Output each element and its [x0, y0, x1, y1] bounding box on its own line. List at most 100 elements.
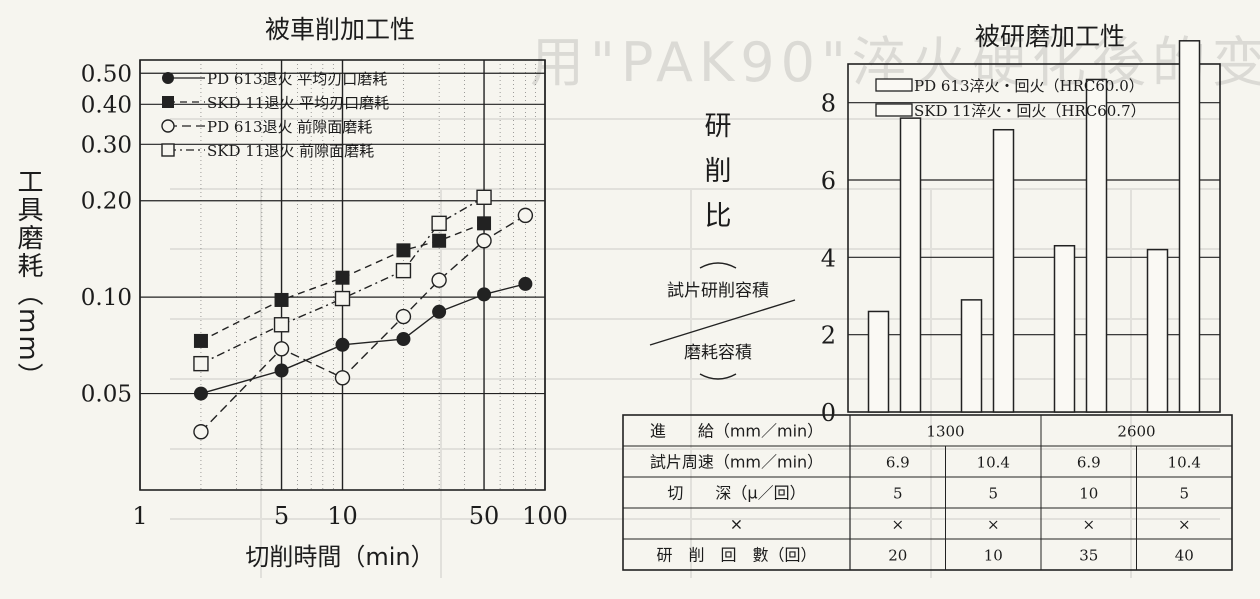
table-cell: 6.9: [1077, 454, 1101, 472]
legend-label: PD 613淬火・回火（HRC60.0）: [914, 77, 1144, 95]
ylabel-char: 研: [705, 111, 732, 142]
legend-marker: [161, 143, 175, 157]
legend-swatch: [875, 78, 913, 92]
bar: [867, 310, 890, 413]
right-plot-frame: [847, 63, 1221, 413]
y-tick-label: 0.10: [81, 285, 132, 311]
table-cell: 1300: [926, 423, 964, 441]
data-point: [395, 262, 412, 279]
x-axis-label: 切削時間（min）: [245, 543, 434, 571]
table-cell: ×: [1178, 516, 1191, 534]
bar-group: [960, 128, 1015, 413]
series-line-3: [200, 214, 526, 433]
y-tick-label: 0.05: [81, 382, 132, 408]
paren-bottom: [699, 373, 737, 380]
x-tick-label: 5: [274, 502, 289, 530]
data-point: [193, 355, 209, 372]
x-tick-label: 50: [469, 502, 500, 530]
y-tick-label: 0.50: [81, 61, 132, 87]
bar-y-tick: 4: [821, 244, 836, 272]
data-point: [395, 308, 412, 325]
right-chart-title: 被研磨加工性: [975, 22, 1125, 51]
x-tick-label: 100: [522, 502, 568, 530]
data-point: [518, 276, 533, 291]
ylabel-char: 比: [705, 201, 732, 232]
legend-marker: [161, 119, 175, 133]
data-point: [193, 424, 209, 440]
left-legend: PD 613退火 平均刃口磨耗 SKD 11退火 平均刃口磨耗 PD 613退火 前…: [161, 70, 389, 160]
bar: [1085, 78, 1108, 413]
table-cell: 5: [893, 485, 903, 503]
table-cell: 5: [988, 485, 998, 503]
table-row-label: 研 削 回 數（回）: [656, 546, 816, 565]
data-point: [274, 292, 289, 307]
turning-wear-chart: 被車削加工性 1 5 10 50 100 0.05 0.10 0.20 0.30 0.40 0.50 切…: [13, 15, 568, 571]
series-line-2: [200, 222, 485, 342]
data-point: [431, 215, 447, 232]
bar-group: [1053, 78, 1108, 413]
table-cell: 5: [1179, 485, 1189, 503]
table-cell: 10.4: [977, 454, 1010, 472]
bar-group: [867, 117, 922, 413]
conditions-table: [622, 414, 1233, 571]
series-2: [193, 216, 492, 348]
data-point: [396, 243, 411, 258]
data-point: [273, 317, 290, 333]
data-point: [517, 207, 534, 224]
table-row-label: ×: [730, 515, 743, 534]
data-point: [477, 216, 492, 231]
left-chart-title: 被車削加工性: [265, 15, 415, 44]
legend-swatch: [875, 103, 913, 117]
legend-label: SKD 11退火 平均刃口磨耗: [207, 94, 389, 112]
bar-y-tick: 0: [821, 399, 836, 427]
legend-marker: [162, 96, 174, 108]
legend-label: PD 613退火 前隙面磨耗: [207, 118, 372, 136]
table-cell: 10: [984, 547, 1003, 565]
table-cell: 6.9: [886, 454, 910, 472]
series-3: [193, 207, 534, 440]
right-legend: PD 613淬火・回火（HRC60.0） SKD 11淬火・回火（HRC60.7）: [875, 77, 1146, 120]
table-cell: 40: [1175, 547, 1194, 565]
y-tick-label: 0.40: [81, 92, 132, 118]
table-cell: ×: [987, 516, 1000, 534]
data-point: [193, 386, 208, 401]
table-cell: 2600: [1117, 423, 1155, 441]
series-line-1: [200, 283, 526, 395]
paren-top: [699, 262, 737, 269]
y-axis-label: 工具磨耗（mm）: [13, 168, 43, 391]
data-point: [334, 370, 351, 386]
legend-label: SKD 11淬火・回火（HRC60.7）: [914, 102, 1146, 120]
data-point: [432, 233, 447, 248]
data-point: [193, 333, 208, 348]
table-cell: 20: [888, 547, 907, 565]
bar: [1146, 248, 1169, 413]
legend-marker: [162, 72, 174, 84]
background-title: 用"PAK90"淬火硬化後的变形: [530, 31, 1260, 94]
data-point: [334, 290, 351, 307]
table-cell: 10: [1079, 485, 1098, 503]
x-tick-label: 10: [327, 502, 358, 530]
table-cell: 35: [1079, 547, 1098, 565]
ylabel-denominator: 磨耗容積: [684, 343, 752, 363]
bar-y-tick: 6: [821, 167, 836, 195]
bar: [1178, 40, 1201, 413]
fraction-slash: [649, 299, 796, 346]
ylabel-char: 削: [705, 156, 732, 187]
bar-y-tick: 8: [821, 90, 836, 118]
data-point: [273, 341, 290, 357]
table-cell: ×: [891, 516, 904, 534]
data-point: [476, 233, 492, 249]
y-tick-label: 0.20: [81, 189, 132, 215]
table-cell: 10.4: [1168, 454, 1201, 472]
y-tick-label: 0.30: [81, 132, 132, 158]
data-point: [477, 287, 492, 302]
bar: [899, 117, 922, 413]
bar: [960, 299, 983, 413]
bar: [992, 128, 1015, 413]
table-row-label: 試片周速（mm／min）: [650, 453, 823, 472]
ylabel-numerator: 試片研削容積: [667, 281, 769, 301]
table-row-label: 切 深（μ／回）: [667, 484, 805, 503]
data-point: [335, 337, 350, 352]
table-cell: ×: [1082, 516, 1095, 534]
bar-y-tick: 2: [821, 322, 836, 350]
